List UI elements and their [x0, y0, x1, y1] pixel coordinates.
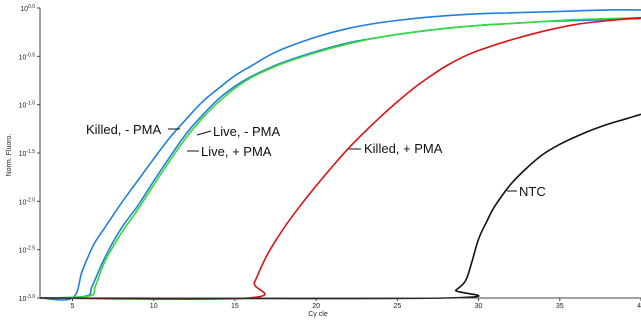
- y-tick-label: 10-1.0: [19, 101, 36, 110]
- series-line-killed-pma: [39, 16, 641, 300]
- x-axis-title: Cy cle: [308, 311, 328, 318]
- y-tick-exponent: 0.0: [28, 4, 35, 10]
- y-tick-exponent: -1.5: [26, 149, 35, 155]
- annotation-leader: [196, 130, 212, 136]
- y-tick-base: 10: [19, 54, 27, 61]
- y-tick-base: 10: [19, 296, 27, 303]
- annotation-killed-pma: Killed, - PMA: [86, 122, 161, 137]
- y-tick-exponent: -2.0: [26, 197, 35, 203]
- x-tick-label: 10: [150, 303, 158, 310]
- y-tick-label: 100.0: [20, 4, 35, 13]
- y-tick-base: 10: [20, 6, 28, 13]
- x-tick-label: 35: [556, 303, 564, 310]
- x-ticks: 5 10 15 20 25 30 35 40: [71, 298, 641, 310]
- x-tick-label: 30: [475, 303, 483, 310]
- y-tick-exponent: -3.0: [26, 294, 35, 300]
- annotation-live-pma: Live, - PMA: [213, 124, 281, 139]
- annotation-ntc: NTC: [519, 184, 546, 199]
- series-lines: [39, 9, 641, 301]
- x-tick-label: 20: [312, 303, 320, 310]
- y-tick-base: 10: [19, 151, 27, 158]
- y-tick-label: 10-2.0: [19, 197, 36, 206]
- series-line-live-pma: [39, 16, 641, 299]
- y-tick-exponent: -2.5: [26, 246, 35, 252]
- y-tick-base: 10: [19, 199, 27, 206]
- y-axis-title: Norm. Fluoro.: [6, 134, 13, 177]
- y-tick-label: 10-3.0: [19, 294, 36, 303]
- x-tick-label: 5: [71, 303, 75, 310]
- annotation-killed-pma: Killed, + PMA: [364, 141, 443, 156]
- y-tick-base: 10: [19, 248, 27, 255]
- x-tick-label: 15: [231, 303, 239, 310]
- series-line-killed-pma: [39, 9, 641, 301]
- y-ticks: 100.010-0.510-1.010-1.510-2.010-2.510-3.…: [19, 4, 40, 303]
- y-tick-base: 10: [19, 103, 27, 110]
- annotations: Killed, - PMA Live, - PMA Live, + PMA Kille…: [86, 122, 546, 199]
- annotation-live-pma: Live, + PMA: [201, 144, 272, 159]
- y-tick-exponent: -0.5: [26, 52, 35, 58]
- series-line-ntc: [39, 113, 641, 300]
- x-tick-label: 25: [393, 303, 401, 310]
- y-tick-exponent: -1.0: [26, 101, 35, 107]
- y-tick-label: 10-1.5: [19, 149, 36, 158]
- x-tick-label: 40: [637, 303, 641, 310]
- y-tick-label: 10-0.5: [19, 52, 36, 61]
- y-tick-label: 10-2.5: [19, 246, 36, 255]
